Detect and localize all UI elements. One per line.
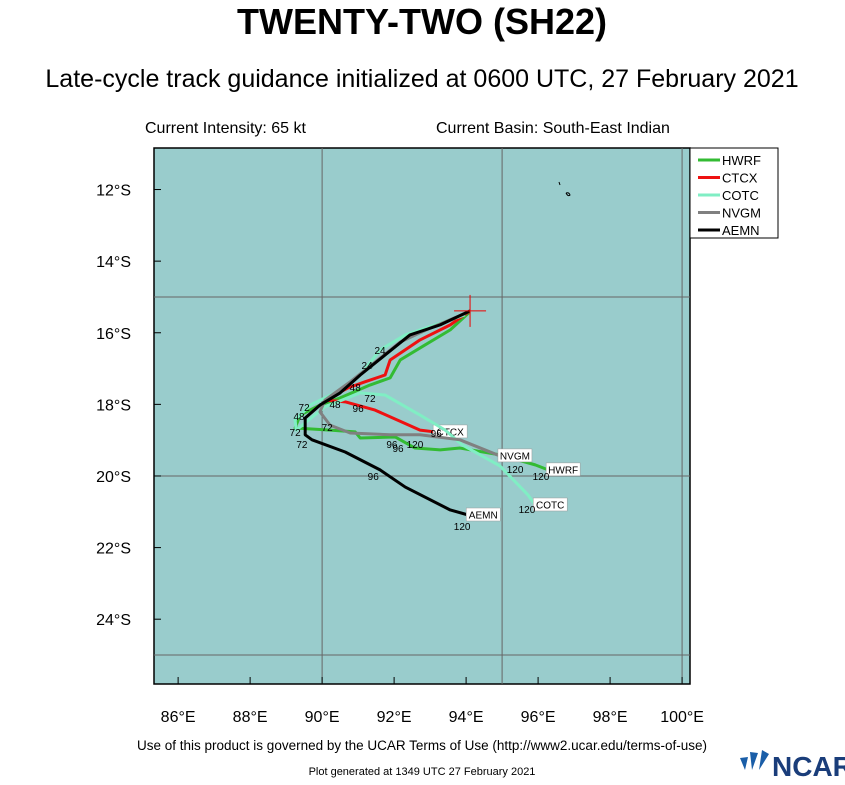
hour-label: 72 (322, 423, 334, 434)
hour-label: 120 (507, 465, 524, 476)
hour-label: 120 (454, 522, 471, 533)
track-line (293, 310, 549, 472)
terms: Use of this product is governed by the U… (137, 738, 707, 753)
track-end-label: COTC (536, 500, 564, 511)
y-tick-label: 12°S (96, 183, 131, 200)
x-tick-label: 96°E (521, 709, 556, 726)
generated: Plot generated at 1349 UTC 27 February 2… (309, 766, 536, 778)
hour-label: 72 (364, 394, 376, 405)
island (558, 181, 571, 197)
hour-label: 96 (353, 404, 365, 415)
hour-label: 96 (431, 429, 443, 440)
track-line (323, 310, 470, 434)
track-end-box (532, 497, 568, 512)
x-tick-label: 98°E (593, 709, 628, 726)
hour-label: 48 (330, 400, 342, 411)
y-tick-label: 14°S (96, 254, 131, 271)
intensity: Current Intensity: 65 kt (145, 120, 307, 137)
storm-position (454, 294, 487, 327)
hour-label: 24 (362, 361, 374, 372)
logo: NCAR (772, 751, 845, 780)
hour-label: 120 (407, 440, 424, 451)
grid: 86°E 88°E 90°E 92°E 94°E 96°E 98°E 100°E 12°S 14°… (96, 148, 704, 726)
hour-label: 96 (386, 440, 398, 451)
hour-label: 120 (519, 505, 536, 516)
hour-label: 96 (368, 472, 380, 483)
hour-label: 72 (299, 403, 311, 414)
x-tick-label: 90°E (305, 709, 340, 726)
track-end-box (466, 507, 501, 522)
x-tick-label: 88°E (233, 709, 268, 726)
legend-label: CTCX (722, 171, 758, 186)
basin: Current Basin: South-East Indian (436, 120, 670, 137)
hour-label: 72 (296, 440, 308, 451)
x-tick-label: 92°E (377, 709, 412, 726)
title: TWENTY-TWO (SH22) (237, 1, 607, 42)
hour-label: 48 (294, 412, 306, 423)
legend-box (689, 147, 779, 239)
y-tick-label: 16°S (96, 326, 131, 343)
track-end-box (545, 462, 581, 477)
subtitle: Late-cycle track guidance initialized at… (45, 65, 798, 93)
hour-label: 72 (290, 428, 302, 439)
hour-label: 96 (392, 444, 404, 455)
y-tick-label: 20°S (96, 469, 131, 486)
hour-label: 48 (350, 383, 362, 394)
legend-label: NVGM (722, 206, 761, 221)
logo-fan (740, 750, 769, 770)
y-tick-label: 18°S (96, 397, 131, 414)
hour-label: 24 (375, 346, 387, 357)
legend-label: COTC (722, 188, 759, 203)
x-tick-label: 86°E (161, 709, 196, 726)
track-line (303, 309, 471, 517)
x-tick-label: 94°E (449, 709, 484, 726)
x-tick-label: 100°E (660, 709, 704, 726)
hour-label: 120 (533, 472, 550, 483)
legend-label: HWRF (722, 153, 761, 168)
track-end-label: HWRF (548, 465, 578, 476)
y-tick-label: 24°S (96, 612, 131, 629)
track-end-label: AEMN (469, 511, 498, 522)
legend-label: AEMN (722, 223, 760, 238)
legend: HWRF CTCX COTC NVGM AEMN (698, 153, 761, 238)
track-line (293, 313, 537, 506)
y-tick-label: 22°S (96, 541, 131, 558)
track-end-box (497, 448, 533, 463)
track-end-label: NVGM (500, 451, 530, 462)
